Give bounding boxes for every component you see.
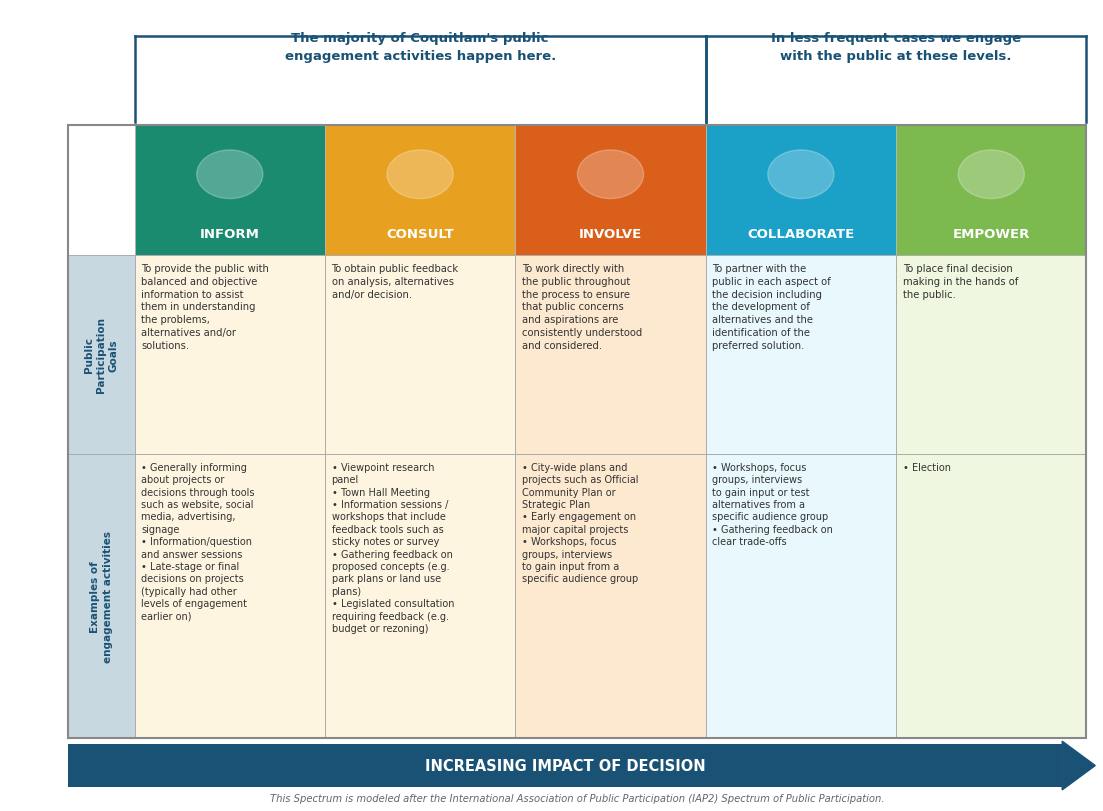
FancyBboxPatch shape	[325, 454, 515, 738]
Text: To partner with the
public in each aspect of
the decision including
the developm: To partner with the public in each aspec…	[713, 264, 831, 350]
FancyBboxPatch shape	[515, 255, 706, 454]
Text: To work directly with
the public throughout
the process to ensure
that public co: To work directly with the public through…	[522, 264, 642, 350]
Polygon shape	[1062, 741, 1095, 790]
Circle shape	[768, 151, 834, 200]
Text: • Generally informing
about projects or
decisions through tools
such as website,: • Generally informing about projects or …	[141, 462, 255, 621]
Text: INVOLVE: INVOLVE	[579, 228, 642, 241]
FancyBboxPatch shape	[68, 744, 1062, 787]
Text: Examples of
engagement activities: Examples of engagement activities	[90, 530, 113, 662]
Circle shape	[578, 151, 644, 200]
FancyBboxPatch shape	[896, 126, 1086, 255]
FancyBboxPatch shape	[706, 126, 896, 255]
Text: INCREASING IMPACT OF DECISION: INCREASING IMPACT OF DECISION	[425, 758, 706, 773]
FancyBboxPatch shape	[325, 255, 515, 454]
Text: • Workshops, focus
groups, interviews
to gain input or test
alternatives from a
: • Workshops, focus groups, interviews to…	[713, 462, 833, 547]
Text: To place final decision
making in the hands of
the public.: To place final decision making in the ha…	[902, 264, 1018, 299]
Text: EMPOWER: EMPOWER	[953, 228, 1030, 241]
Text: The majority of Coquitlam's public
engagement activities happen here.: The majority of Coquitlam's public engag…	[285, 32, 556, 63]
Text: To provide the public with
balanced and objective
information to assist
them in : To provide the public with balanced and …	[141, 264, 269, 350]
Text: Public
Participation
Goals: Public Participation Goals	[84, 317, 119, 393]
FancyBboxPatch shape	[896, 454, 1086, 738]
FancyBboxPatch shape	[706, 454, 896, 738]
Text: • Viewpoint research
panel
• Town Hall Meeting
• Information sessions /
workshop: • Viewpoint research panel • Town Hall M…	[332, 462, 454, 633]
FancyBboxPatch shape	[135, 126, 325, 255]
Circle shape	[959, 151, 1025, 200]
Text: In less frequent cases we engage
with the public at these levels.: In less frequent cases we engage with th…	[771, 32, 1021, 63]
Circle shape	[387, 151, 453, 200]
FancyBboxPatch shape	[68, 454, 135, 738]
Text: CONSULT: CONSULT	[386, 228, 454, 241]
Text: • Election: • Election	[902, 462, 951, 472]
Text: COLLABORATE: COLLABORATE	[747, 228, 855, 241]
FancyBboxPatch shape	[325, 126, 515, 255]
FancyBboxPatch shape	[68, 255, 135, 454]
Text: This Spectrum is modeled after the International Association of Public Participa: This Spectrum is modeled after the Inter…	[270, 793, 885, 803]
FancyBboxPatch shape	[135, 454, 325, 738]
FancyBboxPatch shape	[896, 255, 1086, 454]
Circle shape	[196, 151, 263, 200]
FancyBboxPatch shape	[515, 454, 706, 738]
Text: To obtain public feedback
on analysis, alternatives
and/or decision.: To obtain public feedback on analysis, a…	[332, 264, 459, 299]
FancyBboxPatch shape	[706, 255, 896, 454]
FancyBboxPatch shape	[135, 255, 325, 454]
FancyBboxPatch shape	[515, 126, 706, 255]
Text: • City-wide plans and
projects such as Official
Community Plan or
Strategic Plan: • City-wide plans and projects such as O…	[522, 462, 639, 584]
Text: INFORM: INFORM	[200, 228, 259, 241]
